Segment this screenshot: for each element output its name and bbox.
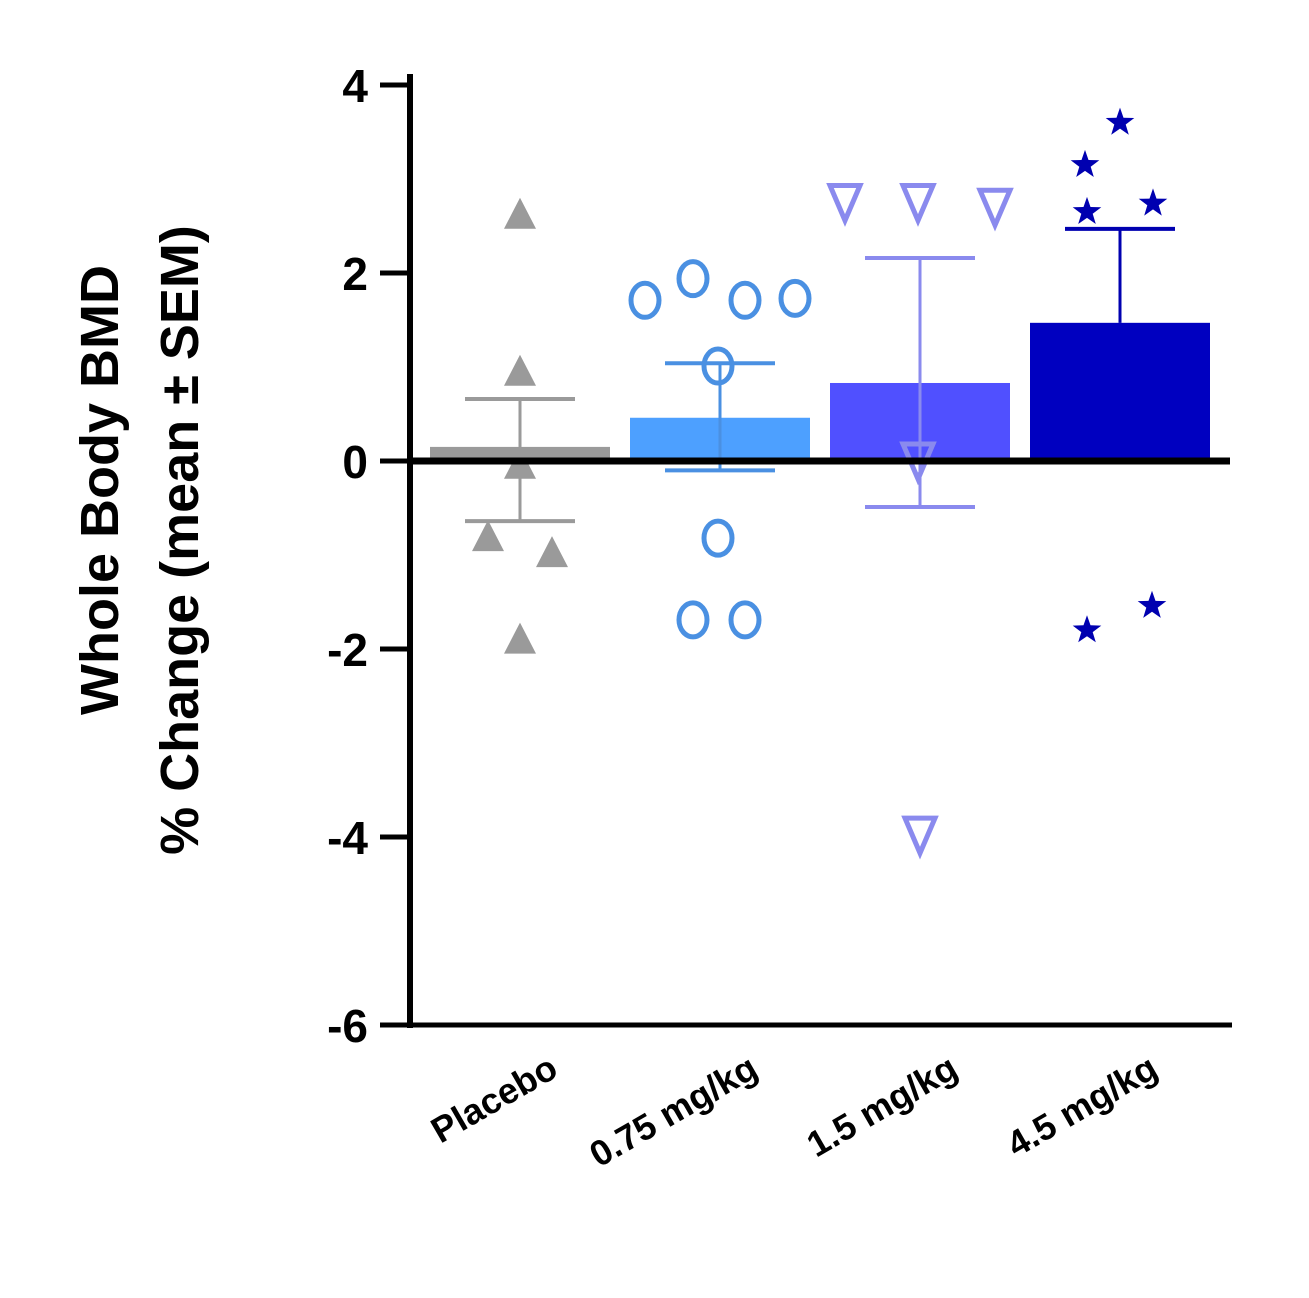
data-point-1-3 [778, 278, 812, 318]
data-point-0-3 [472, 520, 504, 552]
data-point-3-0 [1105, 107, 1135, 135]
data-point-2-1 [899, 183, 937, 227]
data-point-1-5 [701, 518, 735, 558]
data-point-1-6 [676, 600, 710, 640]
x-tick-label-0: Placebo [424, 1046, 564, 1151]
data-point-0-0 [504, 197, 536, 229]
y-tick-label-4: -4 [327, 812, 368, 864]
data-point-0-4 [536, 536, 568, 568]
data-point-2-2 [976, 187, 1014, 232]
y-tick-label-1: 2 [342, 248, 368, 300]
bar-3 [1030, 322, 1210, 461]
data-point-3-3 [1072, 196, 1102, 224]
data-point-2-0 [826, 183, 864, 227]
y-axis-label: Whole Body BMD % Change (mean ± SEM) [70, 225, 210, 855]
data-point-1-2 [728, 280, 762, 320]
data-point-2-4 [901, 815, 939, 860]
data-point-3-1 [1070, 149, 1100, 177]
y-tick-label-2: 0 [342, 436, 368, 488]
y-tick-label-5: -6 [327, 1000, 368, 1052]
x-tick-label-2: 1.5 mg/kg [800, 1046, 964, 1165]
y-tick-label-3: -2 [327, 624, 368, 676]
x-tick-label-3: 4.5 mg/kg [1000, 1046, 1164, 1165]
data-point-0-1 [504, 354, 536, 386]
data-point-1-4 [701, 346, 735, 386]
data-point-3-4 [1072, 615, 1102, 643]
y-axis-label-line2: % Change (mean ± SEM) [150, 225, 210, 855]
data-point-1-1 [676, 259, 710, 299]
data-point-1-7 [728, 600, 762, 640]
y-axis-label-line1: Whole Body BMD [70, 265, 130, 715]
data-point-0-5 [504, 622, 536, 654]
x-tick-label-1: 0.75 mg/kg [582, 1046, 764, 1175]
data-point-1-0 [628, 280, 662, 320]
y-tick-label-0: 4 [342, 60, 368, 112]
data-point-3-2 [1138, 188, 1168, 216]
data-point-3-5 [1137, 590, 1167, 618]
